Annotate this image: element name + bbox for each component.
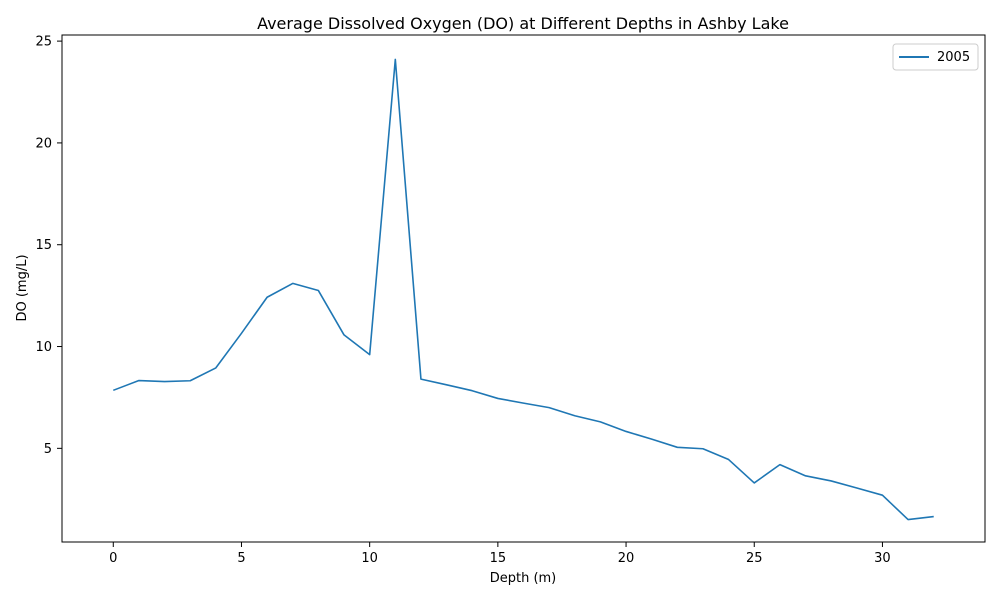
x-tick-label: 0 (109, 551, 117, 566)
x-tick-label: 30 (874, 551, 891, 566)
x-tick-label: 15 (490, 551, 507, 566)
x-tick-label: 25 (746, 551, 763, 566)
legend-box (892, 43, 979, 71)
series-line-2005 (112, 58, 934, 521)
x-tick-label: 5 (237, 551, 245, 566)
y-tick-label: 5 (44, 442, 52, 457)
y-axis: 5 10 15 20 25 (35, 35, 62, 457)
y-tick-label: 10 (35, 340, 52, 355)
x-tick-label: 10 (361, 551, 378, 566)
chart-title: Average Dissolved Oxygen (DO) at Differe… (257, 14, 789, 33)
legend: 2005 (892, 43, 979, 71)
y-axis-label: DO (mg/L) (15, 254, 30, 321)
plot-frame (61, 34, 986, 543)
x-tick-label: 20 (618, 551, 635, 566)
x-axis: 0 5 10 15 20 25 30 (109, 542, 891, 566)
y-tick-label: 25 (35, 35, 52, 50)
legend-label-2005: 2005 (937, 50, 970, 65)
y-tick-label: 15 (35, 238, 52, 253)
x-axis-label: Depth (m) (490, 571, 557, 586)
plot-area (112, 58, 934, 521)
y-tick-label: 20 (35, 136, 52, 151)
